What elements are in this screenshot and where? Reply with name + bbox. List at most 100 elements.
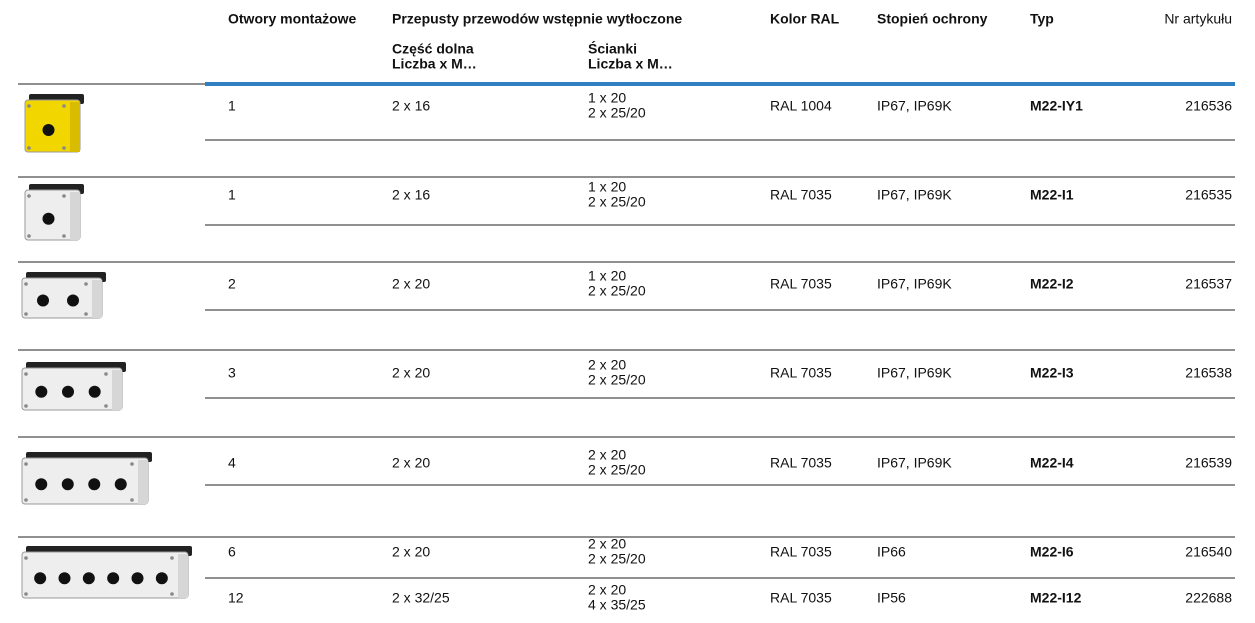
hole (155, 572, 168, 585)
cell: M22-I12 (1030, 590, 1082, 606)
column-header: Kolor RAL (770, 11, 840, 27)
cell: 2 x 16 (392, 187, 430, 203)
cell: IP67, IP69K (877, 98, 952, 114)
enclosure-side (92, 280, 102, 318)
hole (34, 572, 47, 585)
cell: 216538 (1185, 365, 1232, 381)
cell: 2 x 20 (392, 365, 430, 381)
hole (61, 478, 74, 491)
screw (24, 556, 28, 560)
enclosure (21, 277, 103, 319)
screw (27, 234, 31, 238)
screw (24, 462, 28, 466)
cell: 2 x 25/20 (588, 105, 646, 121)
screw (130, 462, 134, 466)
cell: 1 (228, 98, 236, 114)
cell: 2 x 32/25 (392, 590, 450, 606)
cell: 1 x 20 (588, 179, 626, 195)
cell: 2 x 20 (588, 536, 626, 552)
column-header: Typ (1030, 11, 1054, 27)
enclosure-side (70, 192, 80, 240)
cell: 12 (228, 590, 244, 606)
cell: 2 x 25/20 (588, 551, 646, 567)
screw (24, 312, 28, 316)
cell: M22-I2 (1030, 276, 1074, 292)
cell: 6 (228, 544, 236, 560)
hole (58, 572, 71, 585)
cell: RAL 7035 (770, 365, 832, 381)
hole (88, 478, 101, 491)
cell: 1 x 20 (588, 90, 626, 106)
screw (24, 282, 28, 286)
cell: 1 (228, 187, 236, 203)
screw (84, 312, 88, 316)
screw (104, 372, 108, 376)
screw (27, 194, 31, 198)
cell: RAL 7035 (770, 276, 832, 292)
hole (88, 385, 101, 398)
cell: 2 x 25/20 (588, 194, 646, 210)
enclosure-side (112, 370, 122, 410)
cell: M22-I6 (1030, 544, 1074, 560)
enclosure-side (138, 460, 148, 504)
cell: M22-I4 (1030, 455, 1074, 471)
subcolumn-header: Część dolna (392, 41, 474, 57)
cell: 2 x 25/20 (588, 372, 646, 388)
subcolumn-header: Liczba x M… (392, 56, 477, 72)
screw (130, 498, 134, 502)
hole (35, 385, 48, 398)
hole (67, 294, 79, 307)
cell: 2 x 25/20 (588, 462, 646, 478)
cell: M22-I3 (1030, 365, 1074, 381)
column-header: Stopień ochrony (877, 11, 988, 27)
cell: IP67, IP69K (877, 187, 952, 203)
hole (82, 572, 95, 585)
screw (170, 556, 174, 560)
cell: RAL 7035 (770, 455, 832, 471)
screw (62, 104, 66, 108)
cell: 2 (228, 276, 236, 292)
screw (104, 404, 108, 408)
cell: M22-I1 (1030, 187, 1074, 203)
screw (24, 372, 28, 376)
cell: 1 x 20 (588, 268, 626, 284)
cell: RAL 7035 (770, 590, 832, 606)
cell: 216537 (1185, 276, 1232, 292)
cell: 2 x 20 (392, 544, 430, 560)
cell: 2 x 20 (392, 455, 430, 471)
cell: 2 x 16 (392, 98, 430, 114)
cell: 2 x 25/20 (588, 283, 646, 299)
column-header: Przepusty przewodów wstępnie wytłoczone (392, 11, 682, 27)
hole (62, 385, 74, 398)
cell: IP67, IP69K (877, 455, 952, 471)
enclosure-side (70, 102, 80, 152)
subcolumn-header: Liczba x M… (588, 56, 673, 72)
screw (24, 498, 28, 502)
cell: IP66 (877, 544, 906, 560)
hole (37, 294, 49, 307)
hole (42, 123, 55, 136)
cell: 222688 (1185, 590, 1232, 606)
hole (42, 212, 55, 225)
cell: 2 x 20 (392, 276, 430, 292)
cell: 216539 (1185, 455, 1232, 471)
screw (62, 146, 66, 150)
screw (27, 146, 31, 150)
cell: M22-IY1 (1030, 98, 1083, 114)
cell: RAL 1004 (770, 98, 832, 114)
cell: 216540 (1185, 544, 1232, 560)
subcolumn-header: Ścianki (588, 40, 637, 57)
hole (131, 572, 144, 585)
enclosure-side (178, 554, 188, 598)
cell: IP67, IP69K (877, 365, 952, 381)
cell: 216535 (1185, 187, 1232, 203)
screw (170, 592, 174, 596)
column-header: Nr artykułu (1164, 11, 1232, 27)
column-header: Otwory montażowe (228, 11, 357, 27)
cell: 2 x 20 (588, 357, 626, 373)
hole (114, 478, 127, 491)
cell: 216536 (1185, 98, 1232, 114)
screw (62, 194, 66, 198)
screw (84, 282, 88, 286)
